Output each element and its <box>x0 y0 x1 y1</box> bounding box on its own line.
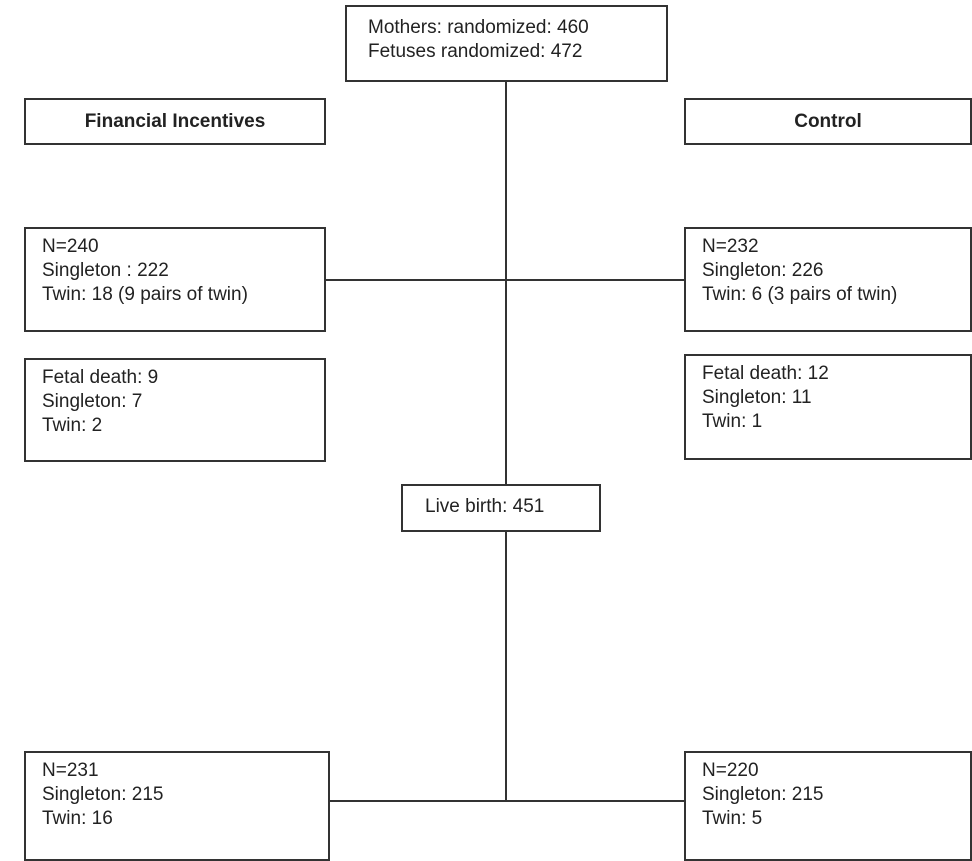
live-birth-box: Live birth: 451 <box>401 484 601 532</box>
financial-fetal-death-singleton: Singleton: 7 <box>42 391 143 412</box>
financial-final-twin: Twin: 16 <box>42 808 113 829</box>
financial-incentives-label: Financial Incentives <box>84 110 266 132</box>
financial-final-n: N=231 <box>42 760 99 781</box>
financial-fetal-death-twin: Twin: 2 <box>42 415 103 436</box>
control-fetal-death-singleton: Singleton: 11 <box>702 387 812 408</box>
financial-allocation-twin: Twin: 18 (9 pairs of twin) <box>42 284 248 305</box>
control-fetal-death-total: Fetal death: 12 <box>702 363 829 384</box>
control-allocation-n: N=232 <box>702 236 759 257</box>
control-final-n: N=220 <box>702 760 759 781</box>
control-allocation-box: N=232 Singleton: 226 Twin: 6 (3 pairs of… <box>684 227 972 332</box>
mothers-randomized-text: Mothers: randomized: 460 <box>368 17 589 38</box>
financial-fetal-death-box: Fetal death: 9 Singleton: 7 Twin: 2 <box>24 358 326 462</box>
randomization-box: Mothers: randomized: 460 Fetuses randomi… <box>345 5 668 82</box>
financial-final-box: N=231 Singleton: 215 Twin: 16 <box>24 751 330 861</box>
financial-final-singleton: Singleton: 215 <box>42 784 164 805</box>
control-final-twin: Twin: 5 <box>702 808 763 829</box>
financial-incentives-header: Financial Incentives <box>24 98 326 145</box>
fetuses-randomized-text: Fetuses randomized: 472 <box>368 41 583 62</box>
control-final-box: N=220 Singleton: 215 Twin: 5 <box>684 751 972 861</box>
control-allocation-twin: Twin: 6 (3 pairs of twin) <box>702 284 898 305</box>
financial-allocation-box: N=240 Singleton : 222 Twin: 18 (9 pairs … <box>24 227 326 332</box>
control-fetal-death-box: Fetal death: 12 Singleton: 11 Twin: 1 <box>684 354 972 460</box>
control-final-singleton: Singleton: 215 <box>702 784 824 805</box>
control-header: Control <box>684 98 972 145</box>
control-allocation-singleton: Singleton: 226 <box>702 260 824 281</box>
control-fetal-death-twin: Twin: 1 <box>702 411 763 432</box>
financial-allocation-n: N=240 <box>42 236 99 257</box>
financial-fetal-death-total: Fetal death: 9 <box>42 367 159 388</box>
control-label: Control <box>794 110 862 132</box>
financial-allocation-singleton: Singleton : 222 <box>42 260 169 281</box>
live-birth-text: Live birth: 451 <box>425 496 545 517</box>
